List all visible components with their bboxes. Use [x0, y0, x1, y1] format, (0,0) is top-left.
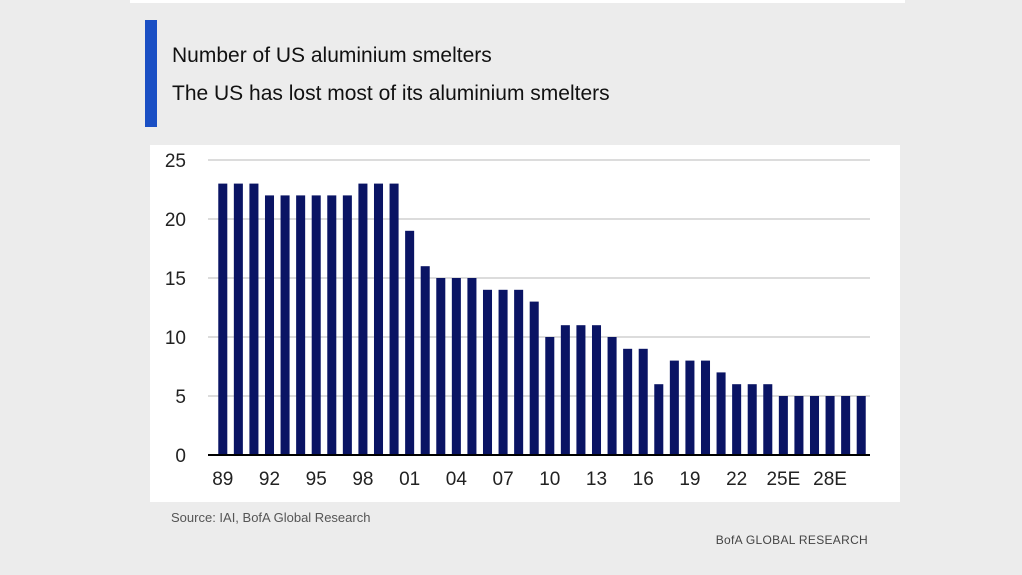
- bar-01: [405, 230, 415, 455]
- bar-94: [296, 195, 306, 455]
- bar-04: [451, 278, 461, 455]
- bar-09: [529, 301, 539, 455]
- y-tick-label: 10: [165, 328, 186, 349]
- x-tick-label: 92: [259, 469, 280, 490]
- bar-98: [358, 183, 368, 455]
- x-tick-label: 07: [493, 469, 514, 490]
- bar-08: [514, 289, 524, 455]
- x-tick-label: 95: [306, 469, 327, 490]
- y-tick-label: 15: [165, 269, 186, 290]
- bar-00: [389, 183, 399, 455]
- bar-28E: [825, 396, 835, 455]
- bar-06: [482, 289, 493, 455]
- bar-10: [545, 337, 555, 455]
- x-tick-label: 22: [726, 469, 747, 490]
- bar-05: [467, 278, 477, 455]
- bar-20: [700, 360, 711, 455]
- bar-89: [218, 183, 228, 455]
- x-tick-label: 13: [586, 469, 607, 490]
- bar-22: [732, 384, 742, 455]
- bar-02: [420, 266, 430, 455]
- bar-23: [747, 384, 757, 455]
- x-tick-label: 16: [633, 469, 654, 490]
- bar-11: [560, 325, 570, 455]
- y-tick-label: 25: [165, 151, 186, 172]
- bar-95: [311, 195, 321, 455]
- bar-25E: [778, 396, 788, 455]
- y-tick-label: 5: [175, 387, 186, 408]
- y-tick-label: 20: [165, 210, 186, 231]
- bar-18: [669, 360, 679, 455]
- bar-chart: 0 5 10 15 20 25 89 92 95 98 01 04 07 10 13 16 19 22 25E 28E: [165, 151, 870, 490]
- bar-24: [763, 384, 773, 455]
- top-border: [130, 0, 905, 3]
- bar-27E: [809, 396, 820, 455]
- bar-99: [373, 183, 384, 455]
- chart-area: 0 5 10 15 20 25 89 92 95 98 01 04 07 10 13 16 19 22 25E 28E: [150, 145, 900, 502]
- x-tick-label: 28E: [813, 469, 847, 490]
- x-tick-label: 89: [212, 469, 233, 490]
- x-tick-label: 10: [539, 469, 560, 490]
- bar-13: [591, 325, 602, 455]
- x-tick-label: 98: [352, 469, 373, 490]
- x-tick-label: 01: [399, 469, 420, 490]
- bar-14: [607, 337, 617, 455]
- bar-21: [716, 372, 726, 455]
- chart-title: Number of US aluminium smelters: [172, 44, 492, 67]
- x-tick-label: 04: [446, 469, 468, 490]
- y-tick-label: 0: [175, 446, 186, 467]
- x-tick-label: 19: [679, 469, 700, 490]
- source-note: Source: IAI, BofA Global Research: [171, 510, 371, 525]
- bar-16: [638, 348, 648, 455]
- x-tick-label: 25E: [766, 469, 800, 490]
- bar-93: [280, 195, 290, 455]
- bar-03: [436, 278, 446, 455]
- bar-07: [498, 289, 508, 455]
- bar-30E: [856, 396, 866, 455]
- bar-92: [264, 195, 275, 455]
- bar-90: [233, 183, 243, 455]
- chart-subtitle: The US has lost most of its aluminium sm…: [172, 82, 610, 105]
- bar-17: [654, 384, 664, 455]
- bar-97: [342, 195, 352, 455]
- bar-19: [685, 360, 695, 455]
- bar-91: [249, 183, 259, 455]
- bar-12: [576, 325, 586, 455]
- brand-footer: BofA GLOBAL RESEARCH: [715, 533, 868, 547]
- bar-15: [623, 348, 633, 455]
- title-accent-bar: [145, 20, 157, 127]
- bar-96: [327, 195, 337, 455]
- bar-29E: [841, 396, 851, 455]
- bar-26E: [794, 396, 804, 455]
